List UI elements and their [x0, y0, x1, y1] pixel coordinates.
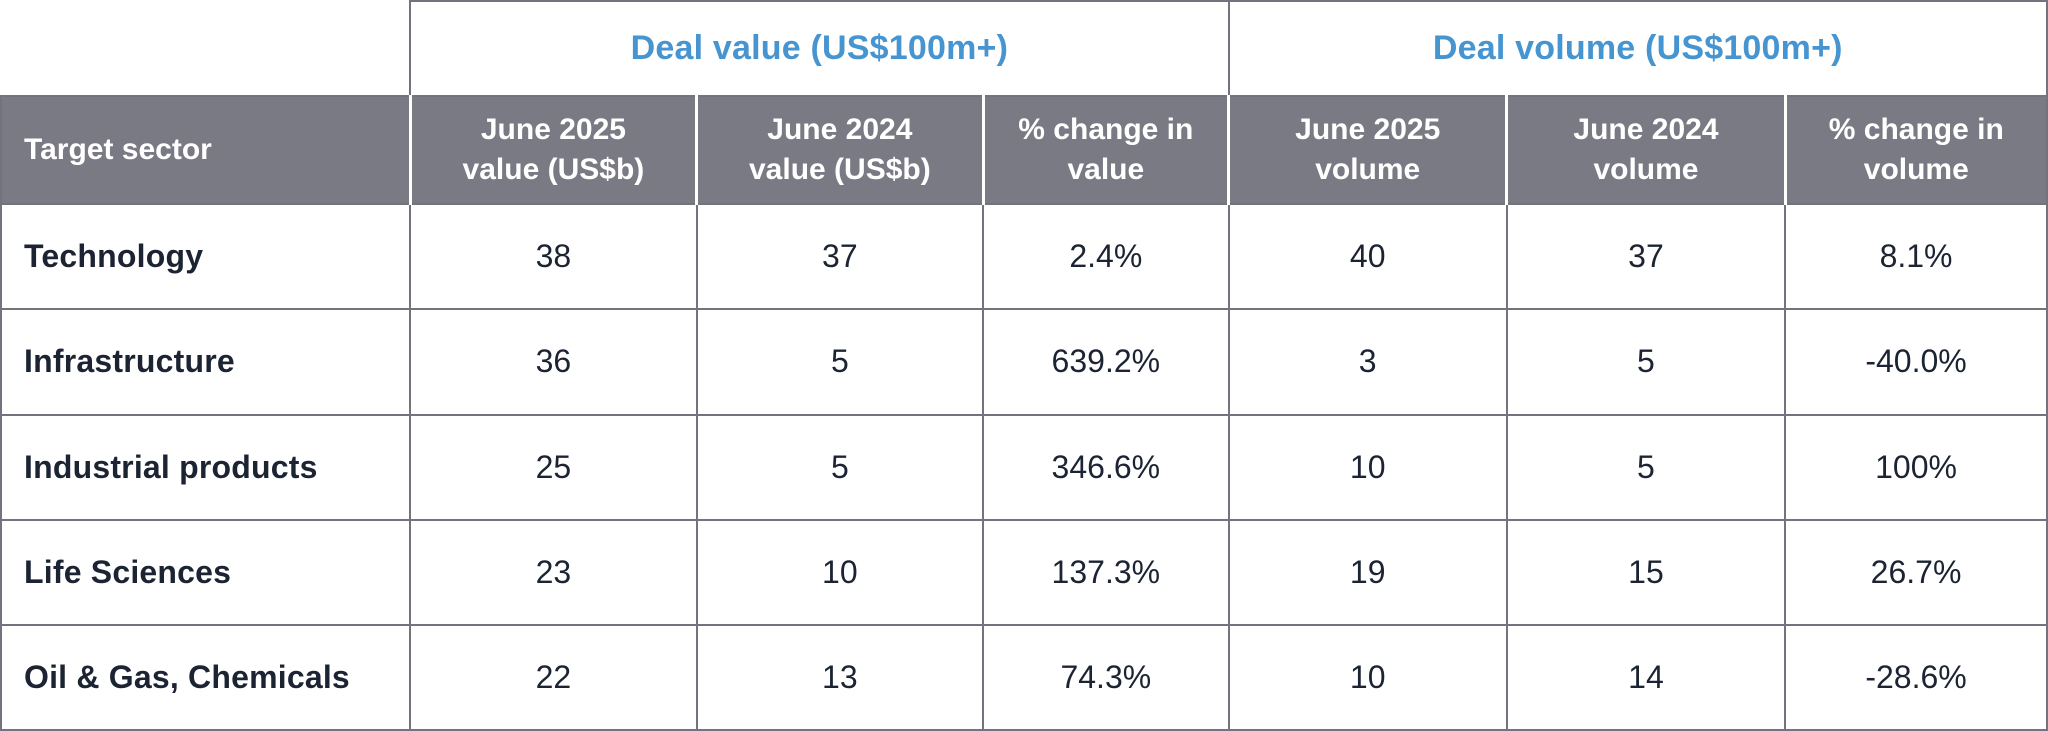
volume-2024-cell: 5: [1505, 308, 1787, 416]
column-header-pct-change-value: % change in value: [981, 95, 1231, 206]
volume-2024-cell: 5: [1505, 413, 1787, 521]
volume-2024-cell: 14: [1505, 623, 1787, 731]
sector-cell: Technology: [0, 203, 412, 311]
volume-2025-cell: 19: [1227, 518, 1508, 626]
volume-change-cell: 100%: [1784, 413, 2048, 521]
column-header-june-2024-volume: June 2024 volume: [1505, 95, 1787, 206]
value-2025-cell: 25: [409, 413, 698, 521]
volume-2024-cell: 15: [1505, 518, 1787, 626]
value-change-cell: 346.6%: [982, 413, 1230, 521]
volume-2025-cell: 3: [1227, 308, 1508, 416]
volume-2025-cell: 10: [1227, 413, 1508, 521]
volume-change-cell: -40.0%: [1784, 308, 2048, 416]
table-row: Industrial products 25 5 346.6% 10 5 100…: [0, 413, 2048, 521]
corner-cell: [1, 1, 411, 97]
table-row: Oil & Gas, Chemicals 22 13 74.3% 10 14 -…: [0, 623, 2048, 731]
column-header-june-2025-value: June 2025 value (US$b): [408, 95, 699, 206]
column-header-target-sector: Target sector: [0, 95, 412, 206]
volume-change-cell: 8.1%: [1784, 203, 2048, 311]
volume-change-cell: 26.7%: [1784, 518, 2048, 626]
volume-change-cell: -28.6%: [1784, 623, 2048, 731]
volume-2025-cell: 10: [1227, 623, 1508, 731]
value-2025-cell: 22: [409, 623, 698, 731]
group-header-row: Deal value (US$100m+) Deal volume (US$10…: [1, 0, 2048, 98]
column-header-pct-change-volume: % change in volume: [1783, 95, 2048, 206]
value-2025-cell: 36: [409, 308, 698, 416]
value-2024-cell: 5: [695, 413, 985, 521]
value-change-cell: 2.4%: [982, 203, 1230, 311]
group-header-deal-volume: Deal volume (US$100m+): [1227, 0, 2048, 98]
value-change-cell: 639.2%: [982, 308, 1230, 416]
sector-cell: Infrastructure: [0, 308, 412, 416]
table-row: Technology 38 37 2.4% 40 37 8.1%: [0, 203, 2048, 311]
value-2024-cell: 37: [695, 203, 985, 311]
sector-cell: Oil & Gas, Chemicals: [0, 623, 412, 731]
value-2025-cell: 38: [409, 203, 698, 311]
value-change-cell: 74.3%: [982, 623, 1230, 731]
volume-2024-cell: 37: [1505, 203, 1787, 311]
column-header-row: Target sector June 2025 value (US$b) Jun…: [0, 95, 2048, 206]
value-2024-cell: 13: [695, 623, 985, 731]
volume-2025-cell: 40: [1227, 203, 1508, 311]
sector-cell: Industrial products: [0, 413, 412, 521]
column-header-june-2025-volume: June 2025 volume: [1227, 95, 1509, 206]
value-2025-cell: 23: [409, 518, 698, 626]
table-row: Life Sciences 23 10 137.3% 19 15 26.7%: [0, 518, 2048, 626]
table-row: Infrastructure 36 5 639.2% 3 5 -40.0%: [0, 308, 2048, 416]
sector-cell: Life Sciences: [0, 518, 412, 626]
value-2024-cell: 10: [695, 518, 985, 626]
column-header-june-2024-value: June 2024 value (US$b): [695, 95, 985, 206]
value-2024-cell: 5: [695, 308, 985, 416]
group-header-deal-value: Deal value (US$100m+): [409, 0, 1230, 98]
value-change-cell: 137.3%: [982, 518, 1230, 626]
